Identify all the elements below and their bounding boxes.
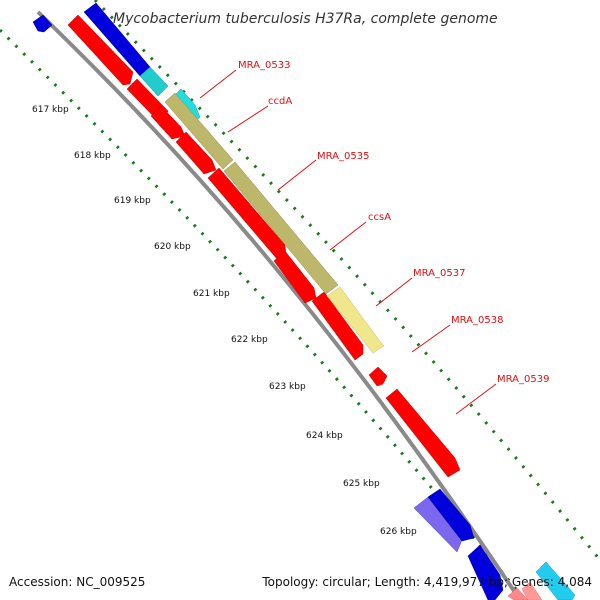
gene-feature-olive[interactable]: [223, 161, 339, 295]
tick-label: 622 kbp: [231, 335, 268, 345]
gene-feature-red[interactable]: [385, 388, 461, 478]
map-title: Mycobacterium tuberculosis H37Ra, comple…: [113, 11, 498, 27]
tick-label: 626 kbp: [380, 527, 417, 537]
gene-feature-pink[interactable]: [521, 581, 543, 600]
gene-label-ccda[interactable]: ccdA: [268, 96, 292, 107]
gene-labels: MRA_0533 ccdA MRA_0535 ccsA MRA_0537 MRA…: [238, 60, 549, 385]
gene-label-ccsa[interactable]: ccsA: [368, 212, 391, 223]
gene-label-mra-0535[interactable]: MRA_0535: [317, 151, 369, 162]
tick-label: 618 kbp: [74, 151, 111, 161]
outer-gc-track: [93, 0, 600, 561]
gene-feature-red[interactable]: [273, 250, 317, 304]
gene-feature-red[interactable]: [368, 366, 388, 387]
tick-label: 619 kbp: [114, 196, 151, 206]
tick-label: 623 kbp: [269, 382, 306, 392]
tick-label: 624 kbp: [306, 431, 343, 441]
reverse-strand-genes: [67, 14, 529, 600]
genome-backbone: [36, 10, 522, 600]
label-leader-lines: [199, 69, 497, 415]
gene-feature-cyan[interactable]: [139, 66, 169, 97]
gene-feature-blue[interactable]: [427, 488, 475, 542]
gene-label-mra-0533[interactable]: MRA_0533: [238, 60, 290, 71]
genome-summary-text: Topology: circular; Length: 4,419,977 bp…: [261, 575, 592, 589]
accession-text: Accession: NC_009525: [9, 575, 145, 589]
tick-label: 625 kbp: [343, 479, 380, 489]
gene-feature-red[interactable]: [175, 131, 217, 175]
gene-label-mra-0539[interactable]: MRA_0539: [497, 374, 549, 385]
gene-feature-olive[interactable]: [164, 92, 234, 170]
gene-label-mra-0538[interactable]: MRA_0538: [451, 315, 503, 326]
tick-label: 620 kbp: [154, 242, 191, 252]
gene-feature-red[interactable]: [150, 105, 186, 140]
forward-strand-genes: [32, 2, 576, 600]
gene-feature-red[interactable]: [507, 587, 529, 600]
tick-label: 621 kbp: [193, 289, 230, 299]
gene-feature-blue[interactable]: [467, 544, 504, 600]
gene-feature-red[interactable]: [207, 167, 287, 260]
gene-feature-lightyellow[interactable]: [326, 286, 385, 354]
gene-feature-red[interactable]: [67, 14, 134, 86]
gene-label-mra-0537[interactable]: MRA_0537: [413, 268, 465, 279]
tick-label: 617 kbp: [32, 105, 69, 115]
kbp-tick-labels: 617 kbp 618 kbp 619 kbp 620 kbp 621 kbp …: [32, 105, 417, 537]
gene-feature-red[interactable]: [311, 291, 364, 361]
gene-feature-cyan[interactable]: [535, 561, 576, 600]
gene-feature-blue[interactable]: [32, 14, 53, 33]
